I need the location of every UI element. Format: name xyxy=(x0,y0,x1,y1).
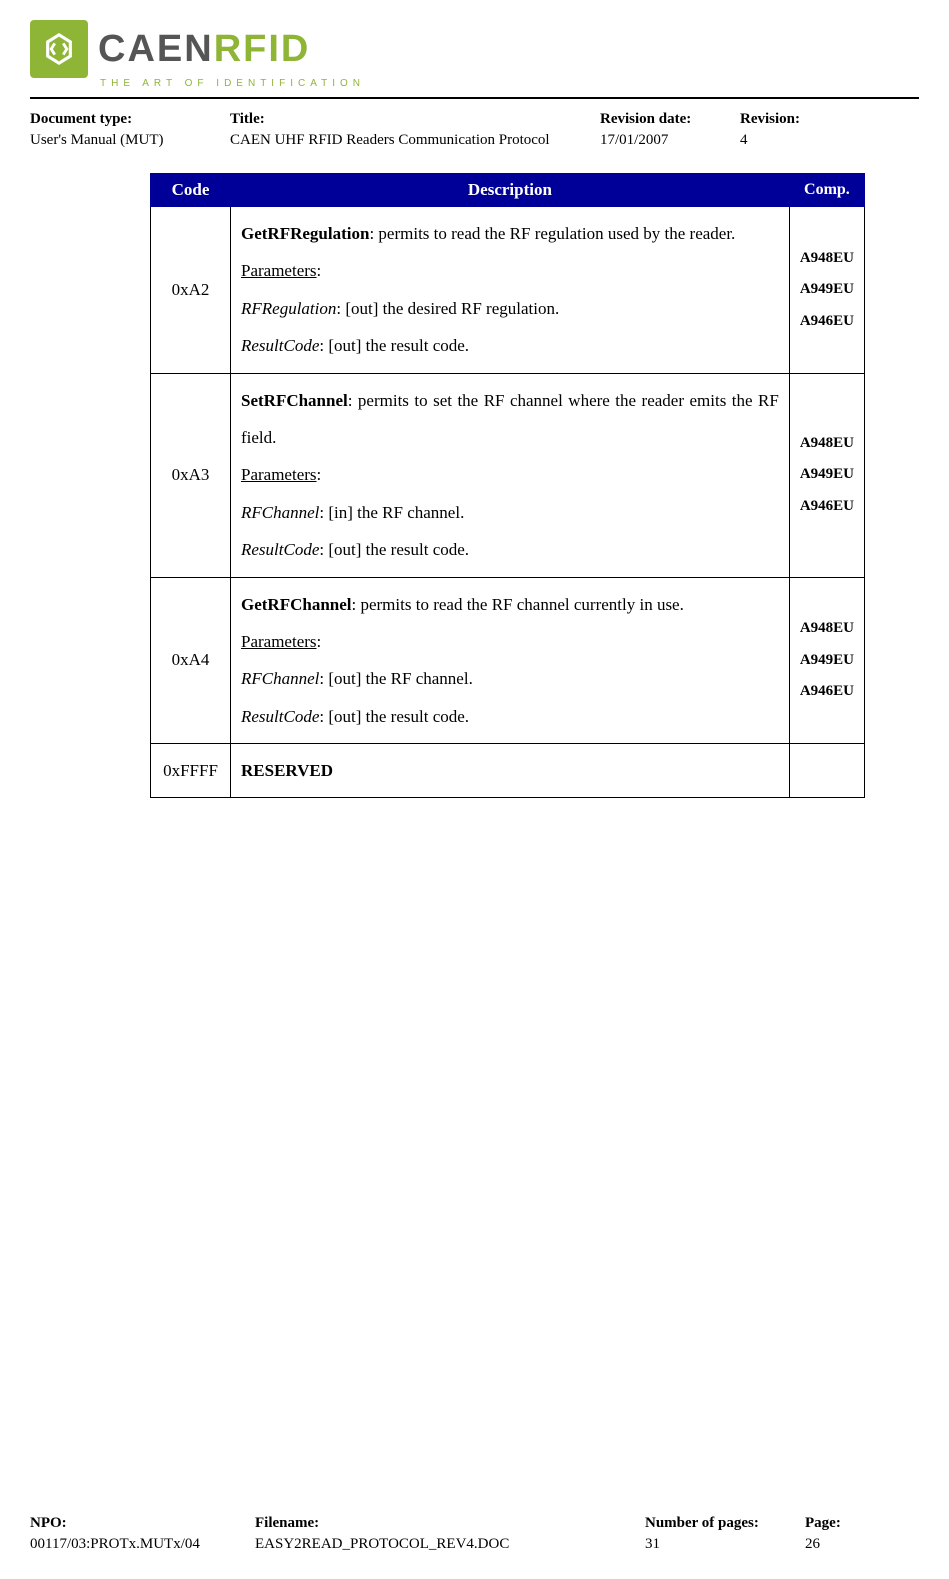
pages-value: 31 xyxy=(645,1534,805,1555)
pages-label: Number of pages: xyxy=(645,1513,805,1534)
filename-label: Filename: xyxy=(255,1513,645,1534)
meta-title: Title: CAEN UHF RFID Readers Communicati… xyxy=(230,109,600,151)
fn-text: : permits to read the RF channel current… xyxy=(352,595,684,614)
meta-rev-date: Revision date: 17/01/2007 xyxy=(600,109,740,151)
footer-pages: Number of pages: 31 xyxy=(645,1513,805,1555)
table-row: 0xA3SetRFChannel: permits to set the RF … xyxy=(151,373,865,577)
table-row: 0xA4GetRFChannel: permits to read the RF… xyxy=(151,577,865,744)
rev-date-value: 17/01/2007 xyxy=(600,130,740,151)
code-cell: 0xA2 xyxy=(151,207,231,374)
brand-right: RFID xyxy=(214,28,311,70)
footer-npo: NPO: 00117/03:PROTx.MUTx/04 xyxy=(30,1513,255,1555)
code-cell: 0xFFFF xyxy=(151,744,231,798)
comp-cell: A948EU A949EU A946EU xyxy=(789,207,864,374)
page-label: Page: xyxy=(805,1513,885,1534)
th-comp: Comp. xyxy=(789,174,864,207)
th-code: Code xyxy=(151,174,231,207)
description-cell: GetRFRegulation: permits to read the RF … xyxy=(231,207,790,374)
comp-cell: A948EU A949EU A946EU xyxy=(789,373,864,577)
logo: CAENRFID xyxy=(30,20,919,78)
meta-revision: Revision: 4 xyxy=(740,109,840,151)
logo-tagline: THE ART OF IDENTIFICATION xyxy=(100,78,919,89)
param-name: RFChannel xyxy=(241,503,319,522)
param-text: : [out] the result code. xyxy=(319,707,469,726)
table-row: 0xA2GetRFRegulation: permits to read the… xyxy=(151,207,865,374)
footer-filename: Filename: EASY2READ_PROTOCOL_REV4.DOC xyxy=(255,1513,645,1555)
param-name: RFChannel xyxy=(241,669,319,688)
description-cell: SetRFChannel: permits to set the RF chan… xyxy=(231,373,790,577)
params-label: Parameters xyxy=(241,465,317,484)
table-header-row: Code Description Comp. xyxy=(151,174,865,207)
revision-value: 4 xyxy=(740,130,840,151)
fn-name: RESERVED xyxy=(241,761,333,780)
revision-label: Revision: xyxy=(740,109,840,130)
params-label: Parameters xyxy=(241,632,317,651)
description-cell: RESERVED xyxy=(231,744,790,798)
filename-value: EASY2READ_PROTOCOL_REV4.DOC xyxy=(255,1534,645,1555)
meta-doc-type: Document type: User's Manual (MUT) xyxy=(30,109,230,151)
comp-cell: A948EU A949EU A946EU xyxy=(789,577,864,744)
title-value: CAEN UHF RFID Readers Communication Prot… xyxy=(230,130,600,151)
fn-name: GetRFRegulation xyxy=(241,224,369,243)
footer-page: Page: 26 xyxy=(805,1513,885,1555)
doc-type-value: User's Manual (MUT) xyxy=(30,130,230,151)
rev-date-label: Revision date: xyxy=(600,109,740,130)
table-body: 0xA2GetRFRegulation: permits to read the… xyxy=(151,207,865,798)
fn-name: GetRFChannel xyxy=(241,595,352,614)
param-text: : [out] the result code. xyxy=(319,336,469,355)
command-table: Code Description Comp. 0xA2GetRFRegulati… xyxy=(150,173,865,798)
code-cell: 0xA3 xyxy=(151,373,231,577)
code-cell: 0xA4 xyxy=(151,577,231,744)
param-text: : [out] the result code. xyxy=(319,540,469,559)
table-row: 0xFFFF RESERVED xyxy=(151,744,865,798)
header-meta: Document type: User's Manual (MUT) Title… xyxy=(30,109,919,151)
logo-text: CAENRFID xyxy=(98,30,310,68)
param-name: ResultCode xyxy=(241,540,319,559)
title-label: Title: xyxy=(230,109,600,130)
brand-left: CAEN xyxy=(98,28,214,70)
npo-label: NPO: xyxy=(30,1513,255,1534)
th-description: Description xyxy=(231,174,790,207)
param-name: ResultCode xyxy=(241,336,319,355)
footer: NPO: 00117/03:PROTx.MUTx/04 Filename: EA… xyxy=(30,1513,919,1555)
header-divider xyxy=(30,97,919,99)
fn-text: : permits to read the RF regulation used… xyxy=(369,224,735,243)
page-value: 26 xyxy=(805,1534,885,1555)
param-text: : [out] the desired RF regulation. xyxy=(336,299,559,318)
description-cell: GetRFChannel: permits to read the RF cha… xyxy=(231,577,790,744)
param-text: : [out] the RF channel. xyxy=(319,669,472,688)
npo-value: 00117/03:PROTx.MUTx/04 xyxy=(30,1534,255,1555)
doc-type-label: Document type: xyxy=(30,109,230,130)
comp-cell xyxy=(789,744,864,798)
logo-icon xyxy=(30,20,88,78)
page: CAENRFID THE ART OF IDENTIFICATION Docum… xyxy=(0,0,949,1579)
fn-name: SetRFChannel xyxy=(241,391,348,410)
param-text: : [in] the RF channel. xyxy=(319,503,464,522)
param-name: RFRegulation xyxy=(241,299,336,318)
param-name: ResultCode xyxy=(241,707,319,726)
hexagon-icon xyxy=(42,32,76,66)
content: Code Description Comp. 0xA2GetRFRegulati… xyxy=(150,173,865,798)
params-label: Parameters xyxy=(241,261,317,280)
